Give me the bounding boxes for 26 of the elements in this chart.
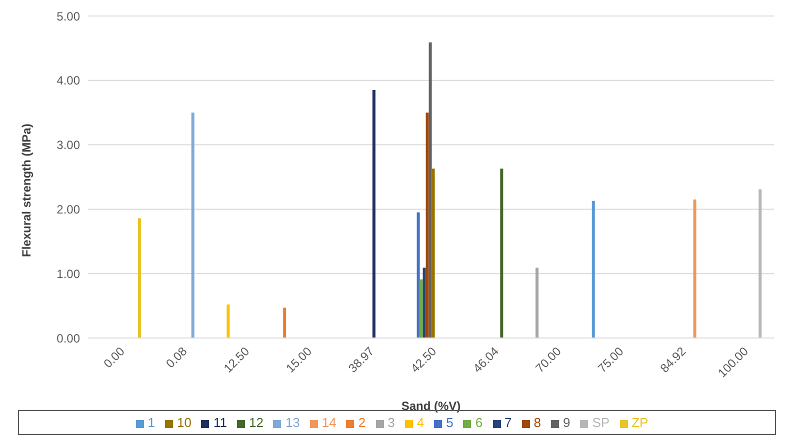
y-tick-label: 5.00 — [56, 9, 80, 24]
legend-label: 2 — [358, 415, 366, 430]
y-axis-title: Flexural strength (MPa) — [19, 124, 34, 257]
legend-label: 14 — [322, 415, 336, 430]
y-tick-label: 3.00 — [56, 138, 80, 152]
legend-label: 5 — [446, 415, 454, 430]
y-tick-label: 1.00 — [56, 266, 80, 281]
legend-label: 1 — [148, 415, 155, 430]
y-tick-label: 0.00 — [56, 331, 80, 346]
legend-label: 7 — [504, 415, 512, 430]
legend-label: 11 — [213, 415, 227, 430]
legend-label: 9 — [563, 415, 570, 430]
legend-label: SP — [592, 415, 610, 430]
x-tick-label: 0.08 — [163, 344, 190, 371]
legend-label: 4 — [416, 415, 424, 430]
legend-label: ZP — [632, 415, 648, 430]
y-tick-label: 4.00 — [56, 74, 80, 88]
x-tick-label: 0.00 — [100, 344, 128, 371]
legend-label: 8 — [534, 415, 542, 430]
legend-label: 12 — [248, 415, 264, 430]
legend-label: 13 — [285, 415, 300, 430]
x-axis-title: Sand (%V) — [401, 399, 461, 413]
y-tick-label: 2.00 — [56, 202, 80, 216]
legend-label: 6 — [475, 415, 483, 430]
legend-label: 10 — [177, 415, 192, 430]
legend-label: 3 — [388, 415, 395, 430]
